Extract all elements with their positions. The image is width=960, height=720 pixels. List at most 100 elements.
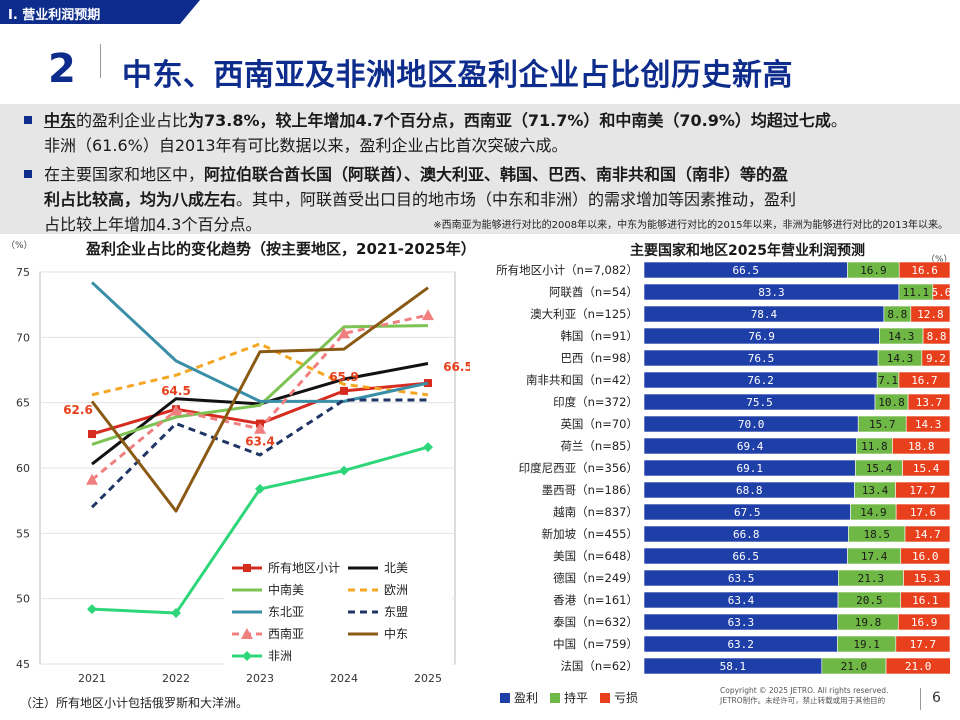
bar-value-label: 76.9 — [748, 330, 775, 343]
legend-label: 亏损 — [614, 691, 638, 705]
category-label: 巴西（n=98） — [560, 351, 638, 365]
data-label: 65.9 — [329, 370, 359, 384]
bar-chart-unit: （%） — [926, 255, 953, 265]
marker-triangle — [170, 404, 182, 416]
bar-segment — [892, 437, 951, 455]
bar-value-label: 69.4 — [737, 440, 764, 453]
bar-segment — [900, 547, 950, 565]
bar-value-label: 66.5 — [732, 550, 759, 563]
bar-segment — [902, 459, 950, 477]
legend-label: 北美 — [384, 561, 408, 575]
category-label: 所有地区小计（n=7,082） — [496, 263, 638, 277]
marker-diamond — [339, 465, 349, 476]
bar-value-label: 19.1 — [853, 638, 880, 651]
series-line-7 — [90, 286, 429, 513]
bar-value-label: 20.5 — [856, 594, 883, 607]
bar-segment — [922, 327, 951, 345]
data-label: 64.5 — [161, 384, 191, 398]
line-chart-unit: （%） — [6, 241, 33, 251]
marker-square — [424, 379, 432, 388]
summary-footnote: ※西南亚为能够进行对比的2008年以来，中东为能够进行对比的2015年以来，非洲… — [433, 220, 948, 231]
bullet-square-icon — [24, 116, 32, 124]
bar-value-label: 66.5 — [732, 264, 759, 277]
bar-value-label: 75.5 — [746, 396, 773, 409]
bar-value-label: 16.0 — [912, 550, 939, 563]
bar-value-label: 16.9 — [860, 264, 887, 277]
y-tick-label: 50 — [16, 593, 30, 606]
data-label: 66.5 — [443, 360, 470, 374]
page-divider — [920, 688, 921, 710]
bar-value-label: 58.1 — [720, 660, 747, 673]
bar-segment — [904, 525, 951, 543]
bar-segment — [895, 503, 951, 521]
marker-triangle — [338, 327, 350, 339]
bar-value-label: 13.7 — [916, 396, 943, 409]
category-label: 墨西哥（n=186） — [542, 483, 638, 497]
bar-value-label: 10.8 — [878, 396, 905, 409]
bar-value-label: 16.6 — [911, 264, 938, 277]
legend-label: 持平 — [564, 690, 588, 705]
x-tick-label: 2024 — [330, 672, 358, 685]
category-label: 新加坡（n=455） — [542, 527, 638, 541]
bar-value-label: 8.8 — [887, 308, 907, 321]
category-label: 德国（n=249） — [553, 571, 638, 585]
bullet-2-line-1: 在主要国家和地区中，阿拉伯联合酋长国（阿联酋）、澳大利亚、韩国、巴西、南非共和国… — [44, 165, 789, 184]
bar-value-label: 63.4 — [728, 594, 755, 607]
bar-value-label: 13.4 — [862, 484, 889, 497]
bar-value-label: 16.9 — [911, 616, 938, 629]
section-label: Ⅰ. 营业利润预期 — [8, 8, 101, 23]
bar-value-label: 14.3 — [888, 330, 915, 343]
marker-diamond — [171, 608, 181, 619]
bar-value-label: 17.6 — [910, 506, 937, 519]
title-divider — [100, 44, 101, 78]
category-label: 中国（n=759） — [553, 637, 638, 651]
y-tick-label: 60 — [16, 462, 30, 475]
bar-value-label: 17.7 — [909, 484, 936, 497]
legend-label: 东北亚 — [268, 605, 304, 619]
x-tick-label: 2023 — [246, 672, 274, 685]
summary-bullet-2: 在主要国家和地区中，阿拉伯联合酋长国（阿联酋）、澳大利亚、韩国、巴西、南非共和国… — [24, 162, 924, 237]
y-tick-label: 45 — [16, 658, 30, 671]
bar-value-label: 15.3 — [914, 572, 941, 585]
legend-label: 中南美 — [268, 582, 304, 597]
bar-segment — [897, 613, 951, 631]
legend-label: 欧洲 — [384, 583, 408, 597]
bar-segment — [903, 569, 951, 587]
footer-note: （注）所有地区小计包括俄罗斯和大洋洲。 — [20, 696, 249, 710]
legend-marker — [241, 628, 253, 639]
bar-value-label: 11.8 — [861, 440, 888, 453]
bar-value-label: 8.8 — [927, 330, 947, 343]
legend-label: 非洲 — [268, 649, 292, 663]
series-line-5 — [90, 398, 428, 509]
bullet-1-line-2: 非洲（61.6%）自2013年有可比数据以来，盈利企业占比首次突破六成。 — [44, 136, 568, 155]
line-chart: 45 50 55 60 65 70 75 2021 2022 2023 2024 2025 62.6 64… — [16, 266, 470, 685]
bar-value-label: 21.0 — [841, 660, 868, 673]
x-tick-label: 2025 — [414, 672, 442, 685]
bar-value-label: 15.4 — [866, 462, 893, 475]
category-label: 澳大利亚（n=125） — [530, 307, 638, 321]
category-label: 荷兰（n=85） — [560, 439, 638, 453]
bar-value-label: 9.2 — [926, 352, 946, 365]
data-label: 63.4 — [245, 435, 275, 449]
marker-diamond — [255, 483, 265, 494]
bar-value-label: 11.1 — [903, 286, 930, 299]
bar-chart: 所有地区小计（n=7,082） 66.5 16.9 16.6 阿联酋（n=54） 83.3… — [496, 261, 951, 705]
marker-triangle — [254, 422, 266, 434]
bar-value-label: 63.3 — [728, 616, 755, 629]
marker-triangle — [422, 309, 434, 321]
y-tick-label: 65 — [16, 397, 30, 410]
bullet-2-line-3: 占比较上年增加4.3个百分点。 — [44, 215, 262, 234]
x-tick-label: 2021 — [78, 672, 106, 685]
x-tick-label: 2022 — [162, 672, 190, 685]
bar-segment — [900, 591, 951, 609]
bar-value-label: 18.5 — [863, 528, 890, 541]
bar-chart-title: 主要国家和地区2025年营业利润预测 — [630, 243, 865, 259]
bar-value-label: 76.5 — [748, 352, 775, 365]
bar-value-label: 14.7 — [914, 528, 941, 541]
bar-value-label: 21.0 — [905, 660, 932, 673]
line-chart-title: 盈利企业占比的变化趋势（按主要地区，2021-2025年） — [86, 240, 476, 258]
bar-segment — [895, 635, 951, 653]
legend-bg — [224, 554, 452, 666]
category-label: 韩国（n=91） — [560, 329, 638, 343]
bar-value-label: 5.6 — [931, 286, 951, 299]
